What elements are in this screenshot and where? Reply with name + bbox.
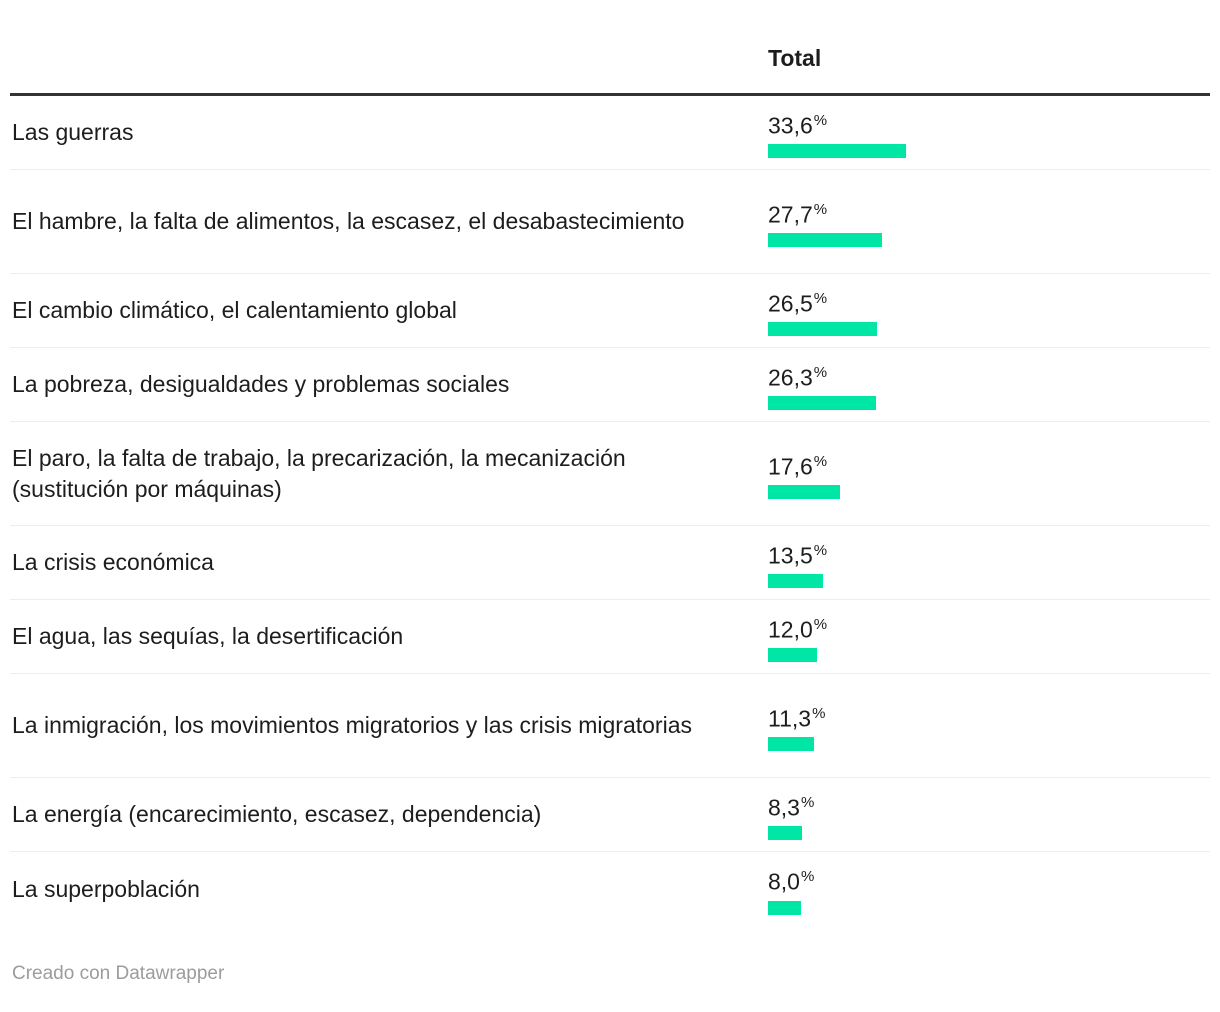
row-label: La energía (encarecimiento, escasez, dep…	[12, 801, 542, 827]
table-row: La superpoblación 8,0%	[10, 852, 1210, 926]
row-label: La crisis económica	[12, 549, 214, 575]
row-value-cell: 11,3%	[768, 692, 1210, 760]
value-bar	[768, 144, 906, 159]
value-number: 17,6	[768, 453, 813, 480]
value-number: 26,3	[768, 364, 813, 391]
percent-sign: %	[813, 615, 828, 633]
value-number: 8,3	[768, 794, 800, 821]
value-number: 33,6	[768, 112, 813, 139]
row-value: 27,7%	[768, 196, 1210, 229]
table-body: Las guerras 33,6% El hambre, la falta de…	[10, 96, 1210, 926]
value-bar	[768, 322, 877, 337]
row-value-cell: 26,3%	[768, 351, 1210, 419]
chart-table: Total Las guerras 33,6% El hambre, la fa…	[10, 0, 1210, 926]
percent-sign: %	[800, 868, 815, 886]
row-value: 8,0%	[768, 863, 1210, 896]
row-value: 26,5%	[768, 285, 1210, 318]
table-row: Las guerras 33,6%	[10, 96, 1210, 170]
row-value-cell: 12,0%	[768, 603, 1210, 671]
row-value-cell: 8,0%	[768, 855, 1210, 923]
row-value: 17,6%	[768, 448, 1210, 481]
row-value: 26,3%	[768, 359, 1210, 392]
percent-sign: %	[813, 111, 828, 129]
percent-sign: %	[813, 200, 828, 218]
row-label: El cambio climático, el calentamiento gl…	[12, 297, 457, 323]
row-value-cell: 8,3%	[768, 781, 1210, 849]
row-label: La superpoblación	[12, 875, 200, 902]
value-bar	[768, 900, 801, 915]
value-bar	[768, 648, 817, 663]
value-bar	[768, 485, 840, 500]
percent-sign: %	[813, 452, 828, 470]
table-row: El paro, la falta de trabajo, la precari…	[10, 422, 1210, 526]
table-row: La pobreza, desigualdades y problemas so…	[10, 348, 1210, 422]
value-number: 13,5	[768, 542, 813, 569]
row-value: 12,0%	[768, 611, 1210, 644]
value-number: 11,3	[768, 705, 812, 732]
table-header-row: Total	[10, 0, 1210, 96]
row-label: Las guerras	[12, 119, 134, 145]
row-value: 8,3%	[768, 789, 1210, 822]
row-value-cell: 27,7%	[768, 188, 1210, 256]
column-header-total: Total	[768, 45, 822, 71]
row-label: El agua, las sequías, la desertificación	[12, 623, 404, 649]
percent-sign: %	[800, 793, 815, 811]
row-label: El hambre, la falta de alimentos, la esc…	[12, 208, 685, 234]
row-value-cell: 13,5%	[768, 529, 1210, 597]
table-row: El hambre, la falta de alimentos, la esc…	[10, 170, 1210, 274]
table-row: La inmigración, los movimientos migrator…	[10, 674, 1210, 778]
datawrapper-attribution-link[interactable]: Creado con Datawrapper	[12, 963, 225, 984]
table-row: El agua, las sequías, la desertificación…	[10, 600, 1210, 674]
value-bar	[768, 574, 823, 589]
attribution-footer: Creado con Datawrapper	[12, 962, 1208, 986]
value-number: 12,0	[768, 616, 813, 643]
row-value: 13,5%	[768, 537, 1210, 570]
row-value-cell: 17,6%	[768, 440, 1210, 508]
value-number: 27,7	[768, 201, 813, 228]
row-label: La pobreza, desigualdades y problemas so…	[12, 371, 510, 397]
row-value-cell: 26,5%	[768, 277, 1210, 345]
table-row: El cambio climático, el calentamiento gl…	[10, 274, 1210, 348]
value-bar	[768, 826, 802, 841]
row-value: 11,3%	[768, 700, 1210, 733]
row-value-cell: 33,6%	[768, 99, 1210, 167]
value-number: 26,5	[768, 290, 813, 317]
row-value: 33,6%	[768, 107, 1210, 140]
table-row: La crisis económica 13,5%	[10, 526, 1210, 600]
value-bar	[768, 396, 876, 411]
table-row: La energía (encarecimiento, escasez, dep…	[10, 778, 1210, 852]
value-number: 8,0	[768, 868, 800, 895]
percent-sign: %	[813, 289, 828, 307]
row-label: La inmigración, los movimientos migrator…	[12, 712, 692, 738]
percent-sign: %	[812, 704, 826, 722]
percent-sign: %	[813, 541, 828, 559]
value-bar	[768, 233, 882, 248]
percent-sign: %	[813, 363, 828, 381]
row-label: El paro, la falta de trabajo, la precari…	[12, 444, 626, 502]
value-bar	[768, 737, 814, 752]
